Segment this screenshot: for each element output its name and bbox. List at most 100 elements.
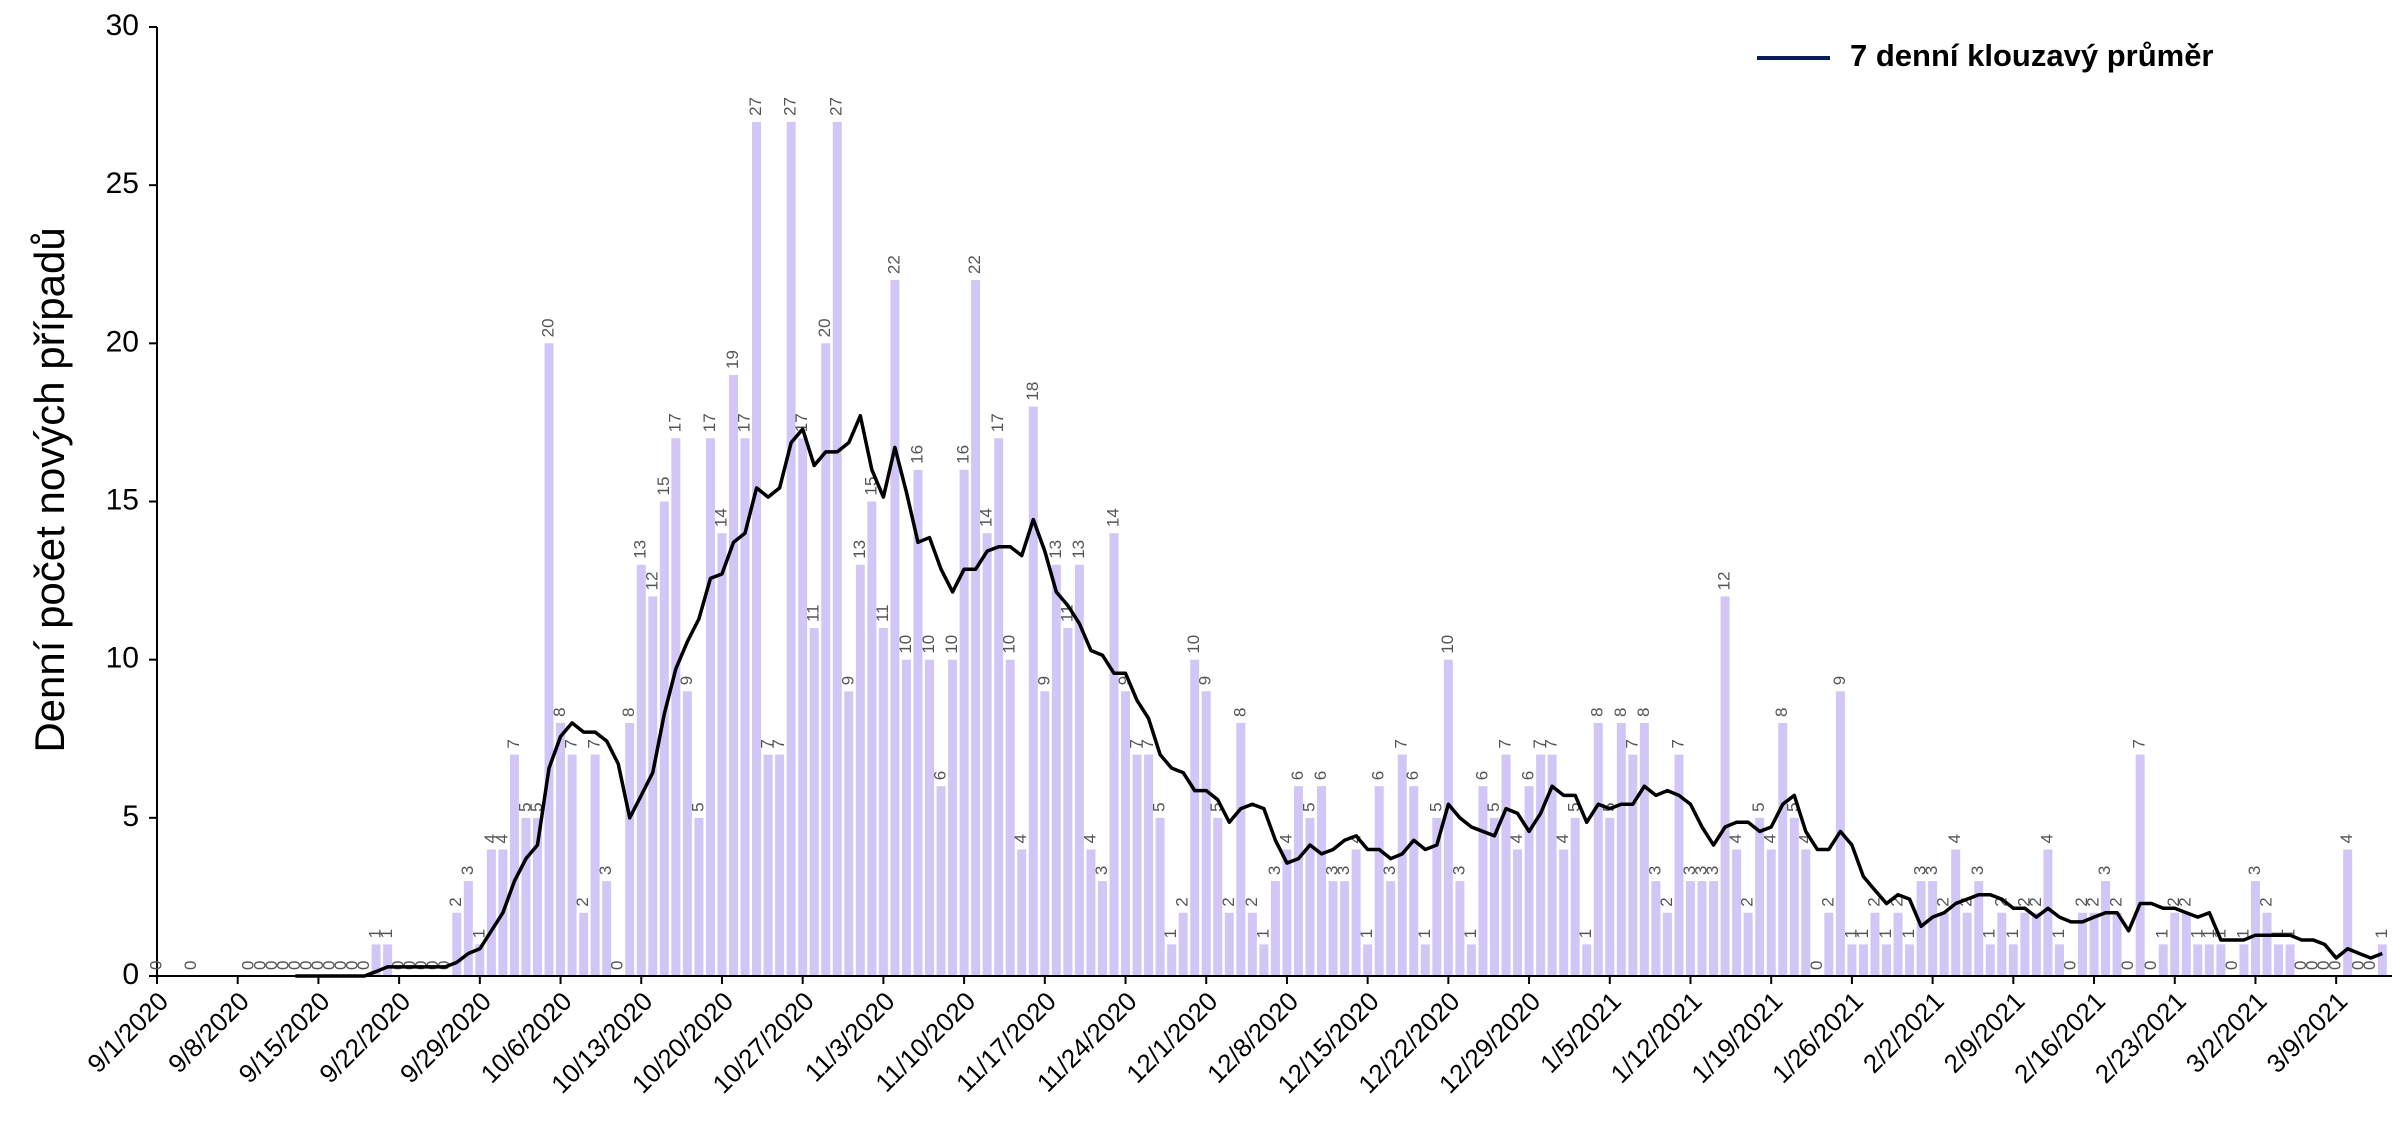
bar: [1409, 786, 1419, 976]
bar: [1755, 817, 1765, 976]
bar: [798, 438, 808, 976]
data-label: 7: [1622, 739, 1641, 748]
data-label: 0: [331, 961, 350, 970]
bar: [809, 628, 819, 976]
data-label: 4: [1761, 834, 1780, 843]
data-label: 2: [2164, 897, 2183, 906]
bar: [1732, 849, 1742, 976]
data-label: 1: [1876, 929, 1895, 938]
bar: [1363, 944, 1373, 976]
data-label: 0: [2060, 961, 2079, 970]
bar: [371, 944, 381, 976]
data-label: 19: [723, 350, 742, 369]
bar: [994, 438, 1004, 976]
data-label: 1: [1853, 929, 1872, 938]
data-label: 5: [1207, 802, 1226, 811]
data-label: 2: [1173, 897, 1192, 906]
bar: [1582, 944, 1592, 976]
data-label: 27: [781, 97, 800, 116]
data-label: 5: [1150, 802, 1169, 811]
bar: [1905, 944, 1915, 976]
bar: [590, 754, 600, 976]
bar: [1121, 691, 1131, 976]
bar: [890, 280, 900, 977]
data-label: 1: [377, 929, 396, 938]
bar: [1697, 881, 1707, 976]
bar: [913, 469, 923, 976]
bar: [682, 691, 692, 976]
data-label: 14: [1103, 508, 1122, 527]
data-label: 2: [1888, 897, 1907, 906]
data-label: 7: [562, 739, 581, 748]
data-label: 0: [296, 961, 315, 970]
bar: [1340, 881, 1350, 976]
data-label: 27: [827, 97, 846, 116]
data-label: 6: [1288, 771, 1307, 780]
bar: [1616, 722, 1626, 976]
data-label: 1: [2153, 929, 2172, 938]
data-label: 1: [2372, 929, 2391, 938]
data-label: 3: [1692, 866, 1711, 875]
bar: [1789, 817, 1799, 976]
data-label: 10: [1000, 635, 1019, 654]
data-label: 16: [954, 445, 973, 464]
bar: [959, 469, 969, 976]
bar: [1951, 849, 1961, 976]
data-label: 20: [815, 318, 834, 337]
bar: [556, 722, 566, 976]
bar: [2343, 849, 2353, 976]
bar: [1639, 722, 1649, 976]
data-label: 1: [2187, 929, 2206, 938]
data-label: 8: [1588, 707, 1607, 716]
data-label: 1: [2233, 929, 2252, 938]
data-label: 3: [1334, 866, 1353, 875]
data-label: 3: [1323, 866, 1342, 875]
bar: [475, 944, 485, 976]
data-label: 7: [1495, 739, 1514, 748]
bar: [648, 596, 658, 976]
bar: [2008, 944, 2018, 976]
bar: [2054, 944, 2064, 976]
data-label: 0: [273, 961, 292, 970]
data-label: 9: [677, 676, 696, 685]
data-label: 15: [654, 477, 673, 496]
bar: [1778, 722, 1788, 976]
bar: [2158, 944, 2168, 976]
bar: [1063, 628, 1073, 976]
data-label: 14: [711, 508, 730, 527]
bar: [1570, 817, 1580, 976]
data-label: 2: [1738, 897, 1757, 906]
bar: [925, 659, 935, 976]
data-label: 17: [700, 413, 719, 432]
bar: [1651, 881, 1661, 976]
data-label: 5: [527, 802, 546, 811]
y-tick-label: 5: [122, 800, 139, 833]
bar: [1766, 849, 1776, 976]
data-label: 4: [481, 834, 500, 843]
bar: [705, 438, 715, 976]
data-label: 7: [1668, 739, 1687, 748]
data-label: 2: [573, 897, 592, 906]
data-label: 1: [1899, 929, 1918, 938]
bar: [1939, 912, 1949, 976]
data-label: 3: [2245, 866, 2264, 875]
data-label: 7: [758, 739, 777, 748]
bar: [1282, 849, 1292, 976]
bar: [844, 691, 854, 976]
data-label: 6: [1472, 771, 1491, 780]
data-label: 1: [2049, 929, 2068, 938]
data-label: 4: [1507, 834, 1526, 843]
bar: [763, 754, 773, 976]
data-label: 2: [2026, 897, 2045, 906]
data-label: 1: [1253, 929, 1272, 938]
data-label: 1: [469, 929, 488, 938]
data-label: 12: [642, 571, 661, 590]
data-label: 13: [1046, 540, 1065, 559]
bar: [1593, 722, 1603, 976]
bar: [2274, 944, 2284, 976]
bar: [1847, 944, 1857, 976]
data-label: 20: [539, 318, 558, 337]
bar: [936, 786, 946, 976]
data-label: 10: [896, 635, 915, 654]
